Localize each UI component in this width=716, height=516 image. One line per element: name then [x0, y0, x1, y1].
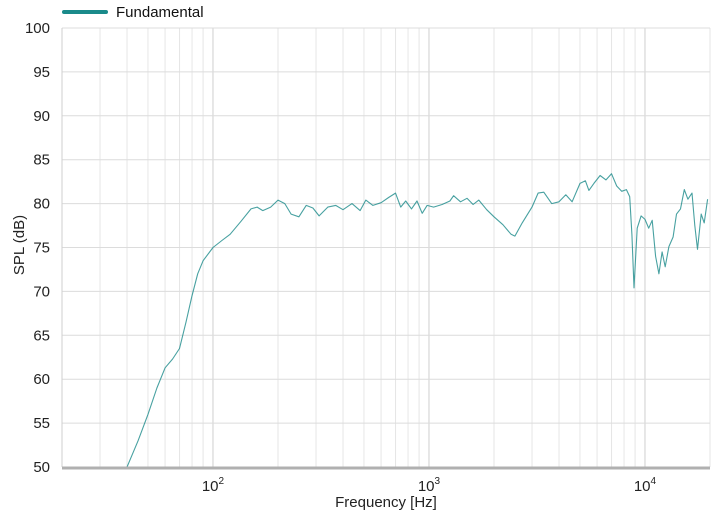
y-tick-label: 90 — [33, 108, 50, 125]
x-axis-title: Frequency [Hz] — [335, 494, 437, 511]
legend: Fundamental — [62, 3, 204, 21]
y-tick-label: 100 — [25, 20, 50, 37]
y-tick-label: 60 — [33, 371, 50, 388]
y-tick-label: 65 — [33, 327, 50, 344]
grid — [61, 27, 711, 468]
x-tick-label: 102 — [202, 476, 225, 495]
legend-swatch — [62, 10, 108, 14]
y-tick-label: 50 — [33, 459, 50, 476]
x-tick-label: 104 — [634, 476, 657, 495]
y-axis-title: SPL (dB) — [11, 215, 28, 275]
y-tick-label: 55 — [33, 415, 50, 432]
y-tick-label: 70 — [33, 283, 50, 300]
axes: 50 55 60 65 70 75 80 85 90 95 100 102 103 104 — [25, 20, 710, 495]
y-tick-label: 85 — [33, 152, 50, 169]
series-layer — [126, 173, 709, 468]
y-tick-label: 75 — [33, 240, 50, 257]
x-tick-label: 103 — [418, 476, 441, 495]
legend-label-fundamental: Fundamental — [116, 3, 204, 21]
y-tick-label: 95 — [33, 64, 50, 81]
y-tick-label: 80 — [33, 196, 50, 213]
series-line-fundamental — [126, 173, 709, 468]
